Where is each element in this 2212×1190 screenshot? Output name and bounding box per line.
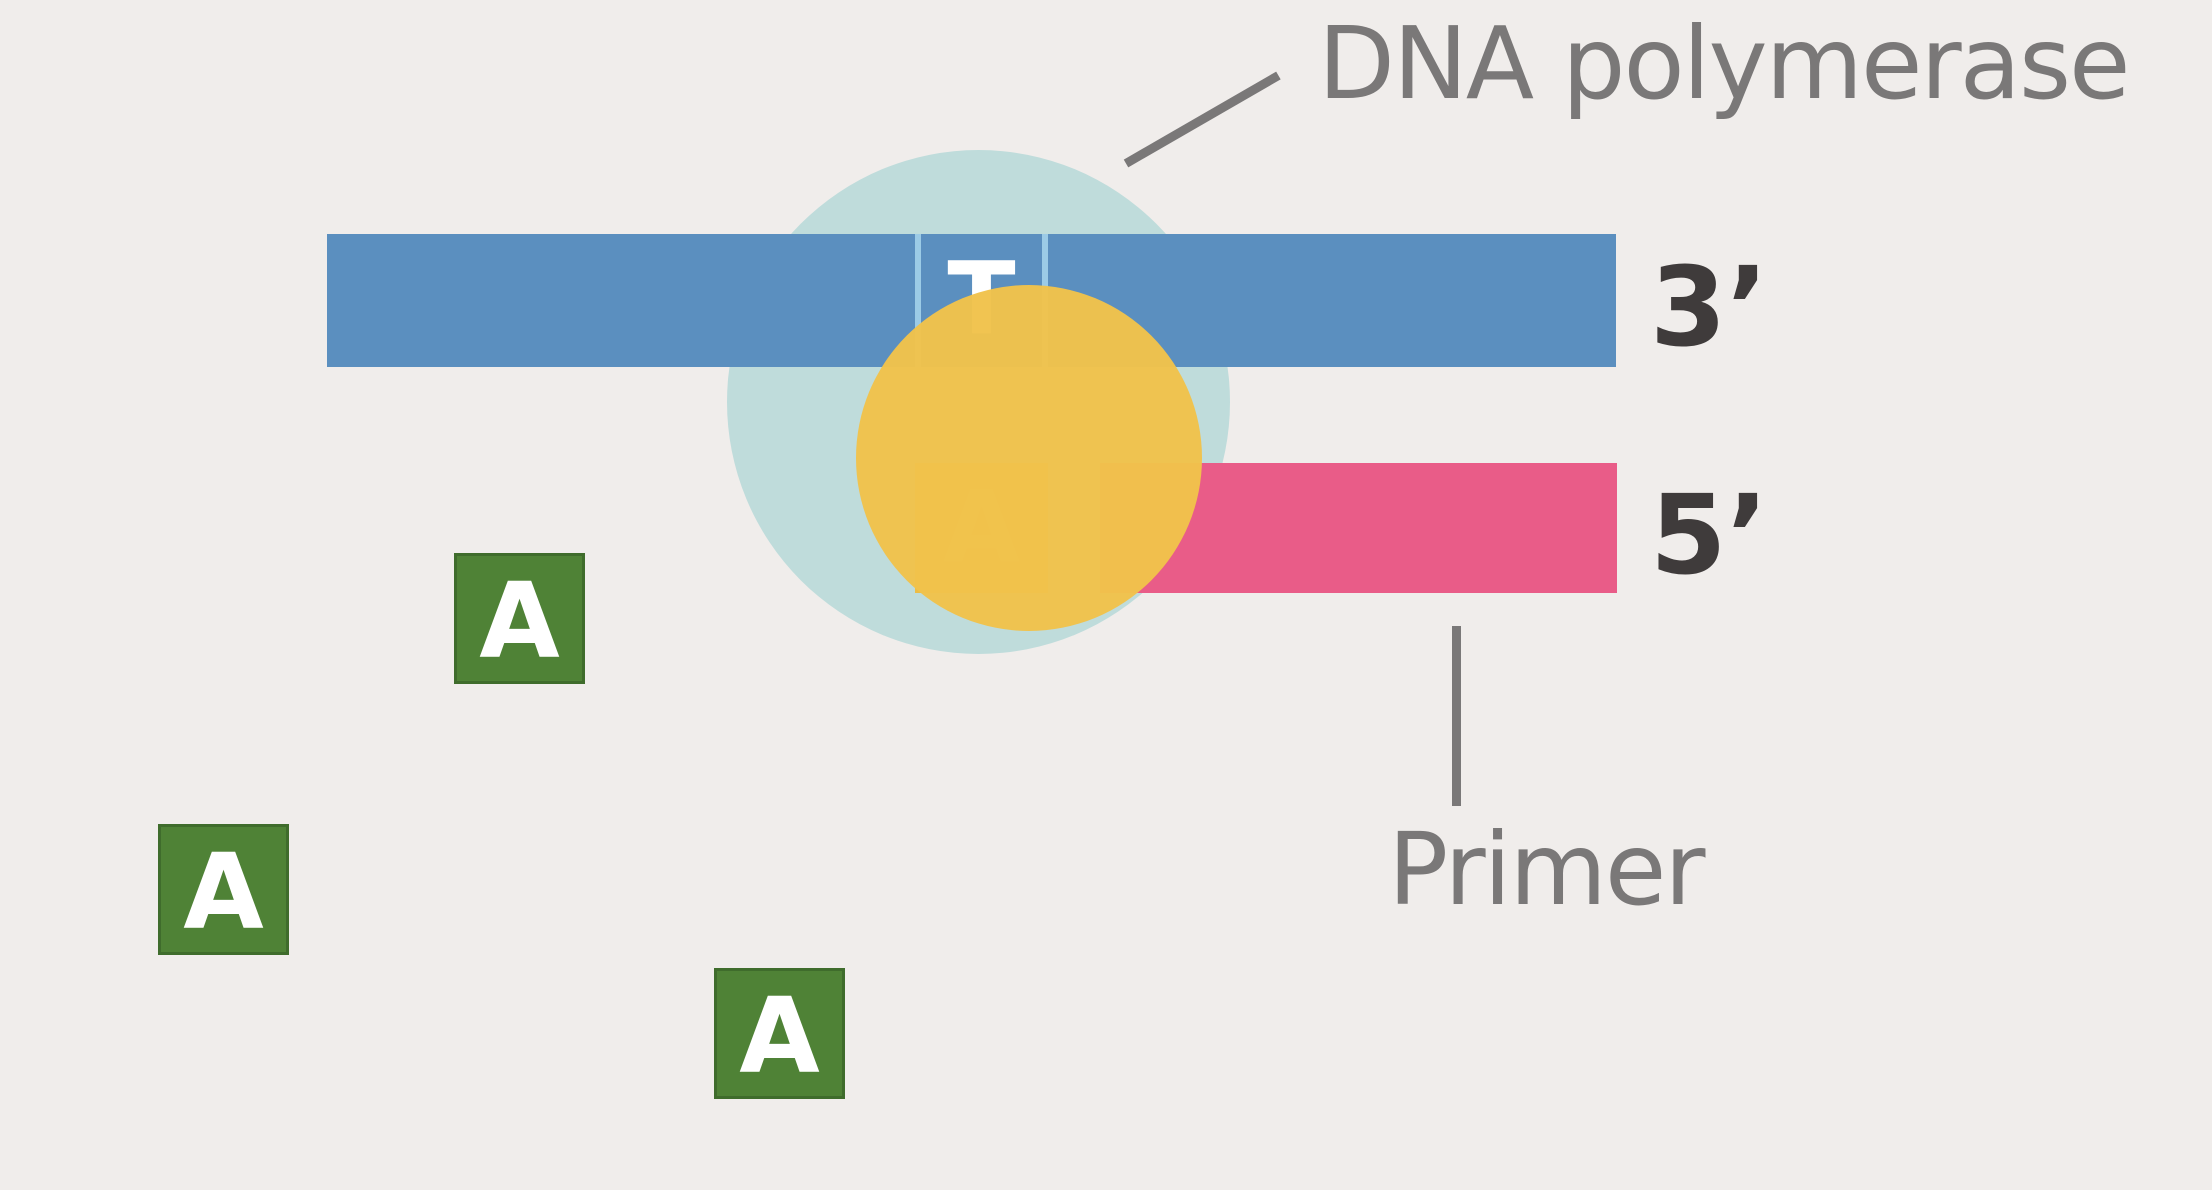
primer-leader-line (1452, 626, 1461, 806)
polymerase-leader-line (1123, 71, 1281, 168)
free-nucleotide-a: A (158, 824, 289, 955)
free-nucleotide-a: A (454, 553, 585, 684)
three-prime-label: 3’ (1650, 243, 1769, 371)
five-prime-label: 5’ (1650, 471, 1769, 599)
polymerase-label: DNA polymerase (1318, 5, 2131, 122)
primer-label: Primer (1388, 811, 1705, 928)
active-site (856, 285, 1202, 631)
free-nucleotide-a: A (714, 968, 845, 1099)
